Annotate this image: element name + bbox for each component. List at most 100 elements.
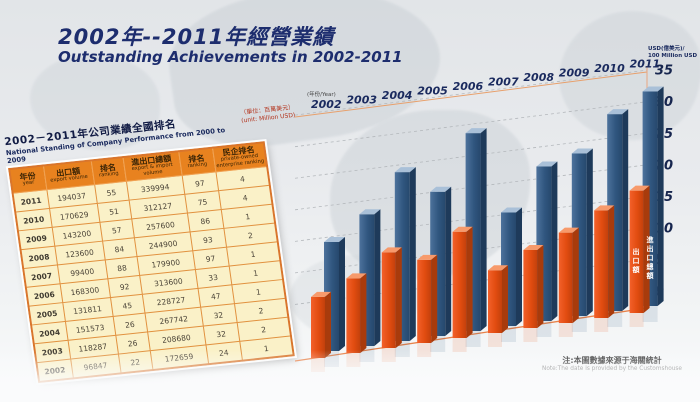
page-title-zh: 2002年--2011年經營業績 [58, 25, 335, 49]
bar-export-front [558, 232, 573, 323]
gridline [295, 69, 648, 116]
bar-export-side [608, 205, 615, 318]
bar-total-side [586, 148, 593, 316]
x-axis-year-label: 2008 [523, 71, 554, 84]
y-axis-unit-label: USD(億美元)/ 100 Million USD [648, 46, 698, 60]
bar-export-top [346, 273, 367, 279]
bar-total-side [622, 109, 629, 311]
x-axis-year-label: 2007 [488, 76, 519, 89]
bar-export-front [452, 231, 467, 338]
x-axis-title: (年份/Year) [307, 90, 336, 98]
bar-reflection [311, 358, 325, 372]
bar-group-2009 [558, 148, 593, 337]
column-header: 排名 ranking [90, 157, 126, 185]
table-body: 2011 194037 55 339994 97 4 2010 170629 51 312127 7… [12, 166, 294, 383]
x-axis-year-label: 2003 [346, 94, 377, 107]
bar-export-side [325, 291, 331, 358]
bar-export-side [537, 245, 544, 328]
performance-table: 年份 year 出口額 export volume 排名 ranking 進出口總額 expo… [5, 138, 298, 386]
bar-total-top [465, 128, 487, 134]
bar-total-top [324, 237, 345, 243]
bar-export-top [452, 226, 473, 232]
bar-total-top [501, 207, 522, 213]
bar-group-2002 [311, 237, 345, 372]
table-cell: 96847 [70, 354, 121, 379]
column-header: 年份 year [9, 165, 47, 194]
x-axis-year-label: 2010 [594, 62, 625, 75]
bar-export-side [572, 227, 579, 323]
performance-table-panel: 2002－2011年公司業績全國排名 National Standing of … [3, 104, 328, 386]
bar-export-front [488, 270, 502, 333]
bar-total-side [551, 161, 558, 321]
legend-export-volume: 出口額 [632, 248, 640, 275]
bar-reflection [346, 353, 361, 367]
bar-export-top [594, 205, 615, 211]
bar-export-front [311, 296, 325, 358]
source-note-zh: 注:本圖數據來源于海關統計 [562, 356, 662, 365]
bar-total-top [394, 167, 416, 173]
bar-group-2008 [523, 161, 558, 342]
bar-export-front [417, 259, 432, 343]
bar-export-top [523, 245, 544, 251]
bar-group-2003 [346, 209, 381, 367]
bar-export-top [417, 254, 438, 260]
bar-group-2010 [594, 109, 629, 332]
x-axis-year-label: 2005 [417, 85, 448, 98]
bar-reflection [594, 318, 609, 332]
bar-reflection [629, 313, 644, 327]
bar-total-side [480, 128, 487, 331]
bar-reflection [523, 328, 538, 342]
x-axis-year-label: 2004 [382, 89, 413, 102]
bar-export-front [629, 190, 644, 313]
bar-group-2006 [452, 128, 487, 352]
bar-total-top [359, 209, 381, 215]
bar-export-top [381, 247, 402, 253]
bar-export-front [381, 252, 396, 348]
source-note: 注:本圖數據來源于海關統計 Note:The date is provided … [532, 356, 692, 374]
x-axis-year-label: 2006 [453, 80, 484, 93]
bar-reflection [452, 338, 467, 352]
bar-export-side [502, 265, 508, 333]
gridline [295, 132, 648, 179]
y-axis-tick-label: 35 [655, 64, 673, 79]
bar-export-front [594, 210, 609, 318]
gridline [295, 101, 648, 148]
bar-reflection [558, 323, 573, 337]
bar-total-side [516, 207, 522, 326]
bar-export-top [558, 227, 579, 233]
table-cell: 24 [205, 341, 243, 365]
x-axis-year-label: 2009 [559, 66, 590, 79]
bar-export-side [360, 273, 367, 353]
bar-reflection [381, 348, 396, 362]
table-cell: 22 [117, 351, 153, 374]
table-cell: 2002 [36, 359, 73, 383]
top-frame-line [295, 71, 648, 118]
bar-total-side [409, 167, 416, 341]
bar-total-side [657, 86, 664, 307]
bar-export-side [431, 254, 438, 343]
page-title: 2002年--2011年經營業績 Outstanding Achievement… [58, 25, 403, 67]
world-map-background [30, 55, 160, 150]
bar-total-side [339, 237, 345, 351]
bar-total-side [374, 209, 381, 346]
bar-group-2011 [629, 86, 664, 327]
x-axis-year-label: 2011 [630, 58, 661, 70]
bar-export-top [629, 185, 650, 191]
bar-export-top [311, 291, 331, 297]
bar-group-2005 [417, 186, 452, 357]
legend-total-volume: 進出口總額 [646, 236, 654, 281]
table-cell: 1 [239, 336, 294, 361]
bar-total-top [536, 161, 558, 167]
page-title-en: Outstanding Achievements in 2002-2011 [58, 48, 403, 67]
bar-export-front [346, 278, 361, 353]
bar-reflection [488, 333, 502, 347]
x-axis-year-label: 2002 [311, 98, 342, 111]
source-note-en: Note:The date is provided by the Customs… [542, 366, 682, 373]
bar-export-side [643, 185, 650, 313]
bar-export-side [395, 247, 402, 348]
column-header: 排名 ranking [178, 147, 216, 176]
bar-total-top [607, 109, 629, 115]
bar-export-top [488, 265, 508, 271]
bar-export-front [523, 250, 538, 328]
